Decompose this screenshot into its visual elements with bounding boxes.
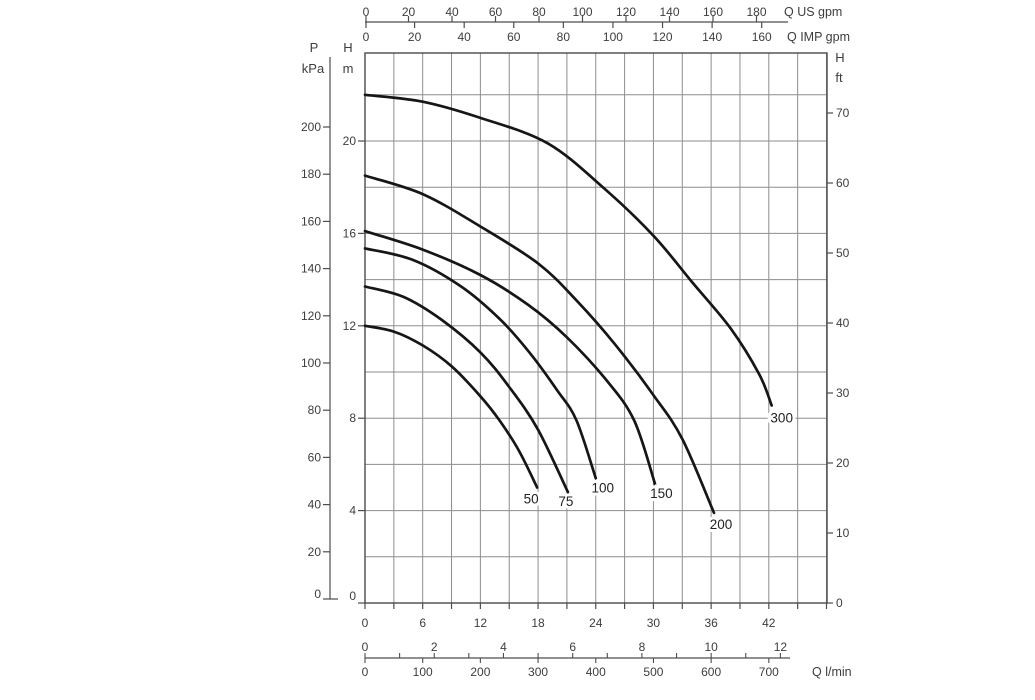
pump-curves <box>363 93 774 515</box>
pump-curve-300 <box>363 93 774 407</box>
pump-curve-50 <box>363 324 539 489</box>
m3h-tick-label: 42 <box>762 616 776 630</box>
kpa-tick-label: 80 <box>308 403 322 417</box>
ls-tick-label: 12 <box>774 640 788 654</box>
pressure-axis-symbol: P <box>310 40 319 55</box>
ls-tick-label: 4 <box>500 640 507 654</box>
ls-tick-label: 2 <box>431 640 438 654</box>
ls-tick-label: 0 <box>362 640 369 654</box>
imp-gpm-tick-label: 20 <box>408 30 422 44</box>
m3h-tick-label: 12 <box>474 616 488 630</box>
head-ft-tick-label: 70 <box>836 106 850 120</box>
lmin-tick-label: 200 <box>470 665 490 679</box>
m3h-tick-label: 6 <box>419 616 426 630</box>
gridlines <box>364 53 828 604</box>
imp-gpm-tick-label: 0 <box>363 30 370 44</box>
us-gpm-tick-label: 160 <box>703 5 723 19</box>
kpa-tick-label: 20 <box>308 545 322 559</box>
head-ft-tick-label: 0 <box>836 596 843 610</box>
kpa-tick-label: 160 <box>301 214 321 228</box>
head-m-axis-unit: m <box>343 61 354 76</box>
lmin-tick-label: 100 <box>413 665 433 679</box>
imp-gpm-tick-label: 80 <box>557 30 571 44</box>
head-m-tick-label: 0 <box>349 589 356 603</box>
kpa-tick-label: 180 <box>301 167 321 181</box>
head-ft-tick-label: 50 <box>836 246 850 260</box>
lmin-tick-label: 0 <box>362 665 369 679</box>
head-ft-tick-label: 10 <box>836 526 850 540</box>
pump-curve-200 <box>363 174 716 515</box>
pressure-axis-unit: kPa <box>302 61 325 76</box>
head-m-tick-label: 8 <box>349 411 356 425</box>
curve-label-100: 100 <box>591 480 614 495</box>
kpa-tick-label: 100 <box>301 356 321 370</box>
head-ft-tick-label: 40 <box>836 316 850 330</box>
us-gpm-tick-label: 80 <box>532 5 546 19</box>
m3h-tick-label: 24 <box>589 616 603 630</box>
m3h-tick-label: 18 <box>531 616 545 630</box>
head-m-tick-label: 12 <box>343 319 357 333</box>
imp-gpm-axis-unit: Q IMP gpm <box>787 30 850 44</box>
lmin-tick-label: 300 <box>528 665 548 679</box>
curve-label-75: 75 <box>558 494 573 509</box>
imp-gpm-tick-label: 120 <box>653 30 673 44</box>
head-m-tick-label: 20 <box>343 134 357 148</box>
imp-gpm-tick-label: 140 <box>702 30 722 44</box>
pump-curve-100 <box>363 247 598 480</box>
us-gpm-axis-unit: Q US gpm <box>784 5 842 19</box>
ls-tick-label: 8 <box>639 640 646 654</box>
kpa-tick-label: 140 <box>301 262 321 276</box>
kpa-tick-label: 0 <box>314 587 321 601</box>
us-gpm-tick-label: 0 <box>363 5 370 19</box>
us-gpm-tick-label: 40 <box>445 5 459 19</box>
head-ft-tick-label: 20 <box>836 456 850 470</box>
head-m-tick-label: 4 <box>349 504 356 518</box>
ls-tick-label: 6 <box>569 640 576 654</box>
kpa-tick-label: 40 <box>308 498 322 512</box>
lmin-tick-label: 400 <box>586 665 606 679</box>
pump-curve-150 <box>363 229 657 487</box>
m3h-tick-label: 0 <box>362 616 369 630</box>
curve-label-50: 50 <box>524 492 539 507</box>
head-ft-tick-label: 30 <box>836 386 850 400</box>
us-gpm-tick-label: 20 <box>402 5 416 19</box>
kpa-tick-label: 120 <box>301 309 321 323</box>
imp-gpm-tick-label: 100 <box>603 30 623 44</box>
lmin-tick-label: 600 <box>701 665 721 679</box>
us-gpm-tick-label: 100 <box>572 5 592 19</box>
head-ft-axis-symbol: H <box>835 50 844 65</box>
curve-label-300: 300 <box>770 410 793 425</box>
us-gpm-tick-label: 140 <box>659 5 679 19</box>
ls-tick-label: 10 <box>704 640 718 654</box>
m3h-tick-label: 30 <box>647 616 661 630</box>
lmin-axis-unit: Q l/min <box>812 665 852 679</box>
curve-label-200: 200 <box>710 517 733 532</box>
us-gpm-tick-label: 60 <box>489 5 503 19</box>
us-gpm-tick-label: 180 <box>746 5 766 19</box>
head-m-tick-label: 16 <box>343 226 357 240</box>
curve-labels: 50 75 100 150 200 300 <box>521 407 796 534</box>
head-ft-axis-unit: ft <box>835 70 843 85</box>
lmin-tick-label: 500 <box>643 665 663 679</box>
pump-curve-75 <box>363 285 570 494</box>
m3h-tick-label: 36 <box>704 616 718 630</box>
imp-gpm-tick-label: 60 <box>507 30 521 44</box>
us-gpm-tick-label: 120 <box>616 5 636 19</box>
kpa-tick-label: 200 <box>301 120 321 134</box>
imp-gpm-tick-label: 160 <box>752 30 772 44</box>
imp-gpm-tick-label: 40 <box>457 30 471 44</box>
head-m-axis-symbol: H <box>343 40 352 55</box>
lmin-tick-label: 700 <box>759 665 779 679</box>
curve-label-150: 150 <box>650 486 673 501</box>
head-ft-tick-label: 60 <box>836 176 850 190</box>
kpa-tick-label: 60 <box>308 450 322 464</box>
